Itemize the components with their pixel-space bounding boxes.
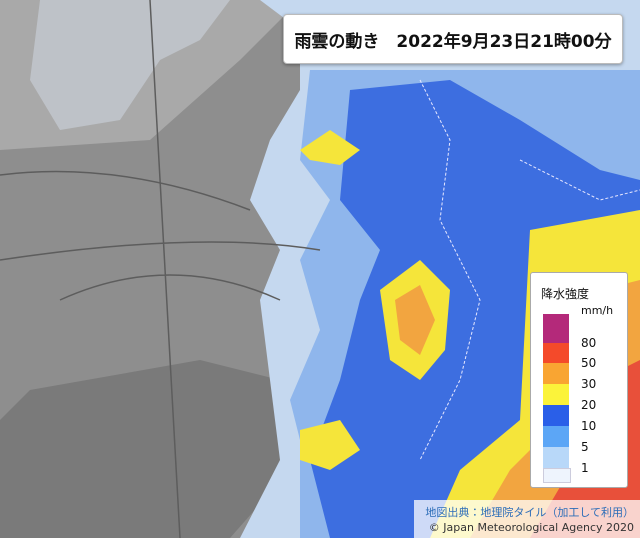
legend-swatch: [543, 384, 569, 405]
rain-cell: [395, 285, 435, 355]
legend-level: 1: [581, 461, 589, 475]
map-source: 地図出典：地理院タイル（加工して利用）: [425, 506, 634, 519]
legend-swatch: [543, 405, 569, 426]
legend: 降水強度 mm/h 80 50 30 20 10 5 1: [530, 272, 628, 488]
rain-cell: [300, 130, 360, 165]
title: 雨雲の動き 2022年9月23日21時00分: [294, 31, 612, 52]
legend-swatch: [543, 363, 569, 384]
legend-level: 10: [581, 419, 597, 433]
light-cloud: [30, 0, 230, 130]
prefecture-border: [419, 79, 640, 461]
legend-swatch: [543, 426, 569, 447]
legend-level: 50: [581, 356, 597, 370]
legend-swatch: [543, 343, 569, 363]
legend-swatch: [543, 447, 569, 468]
copyright: © Japan Meteorological Agency 2020: [428, 521, 634, 534]
title-box: 雨雲の動き 2022年9月23日21時00分: [283, 14, 623, 64]
legend-swatch: [543, 314, 569, 343]
rain-cell: [300, 420, 360, 470]
legend-swatch: [543, 468, 571, 483]
legend-title: 降水強度: [541, 287, 590, 301]
legend-unit: mm/h: [581, 304, 614, 317]
legend-level: 20: [581, 398, 597, 412]
bay: [0, 360, 290, 538]
legend-level: 30: [581, 377, 597, 391]
credit-box: 地図出典：地理院タイル（加工して利用） © Japan Meteorologic…: [414, 500, 640, 538]
legend-level: 5: [581, 440, 589, 454]
roads: [0, 0, 321, 538]
legend-level: 80: [581, 336, 597, 350]
